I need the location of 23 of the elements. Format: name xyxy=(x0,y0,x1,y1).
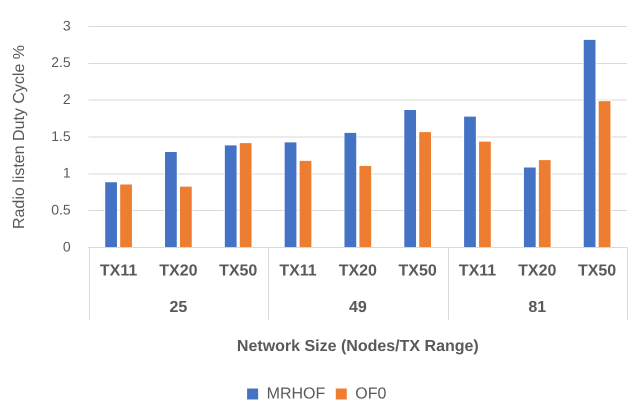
legend-label: OF0 xyxy=(355,385,386,402)
x-tick-label: TX20 xyxy=(518,262,556,280)
y-tick-label: 2.5 xyxy=(51,54,71,70)
y-axis-title: Radio listen Duty Cycle % xyxy=(11,44,28,230)
legend-label: MRHOF xyxy=(266,385,326,402)
text: 25 xyxy=(169,299,188,316)
x-tick-label: TX20 xyxy=(338,262,378,280)
y-tick-label: 0.5 xyxy=(51,202,71,218)
y-tick-label: 1.5 xyxy=(51,128,71,144)
y-tick-label: 3 xyxy=(62,17,71,34)
x-axis-title: Network Size (Nodes/TX Range) xyxy=(236,338,479,355)
x-tick-label: TX50 xyxy=(398,262,437,280)
text: 49 xyxy=(348,299,367,316)
x-tick-label: TX11 xyxy=(100,262,138,280)
text: 81 xyxy=(528,299,546,316)
x-tick-label: TX50 xyxy=(219,262,258,280)
x-tick-label: TX11 xyxy=(458,262,496,280)
y-tick-label: 2 xyxy=(62,90,71,107)
y-tick-label: 0 xyxy=(62,238,71,254)
y-tick-label: 1 xyxy=(62,164,71,181)
x-tick-label: TX11 xyxy=(279,262,317,280)
x-tick-label: TX20 xyxy=(159,262,198,280)
x-tick-label: TX50 xyxy=(578,262,616,280)
